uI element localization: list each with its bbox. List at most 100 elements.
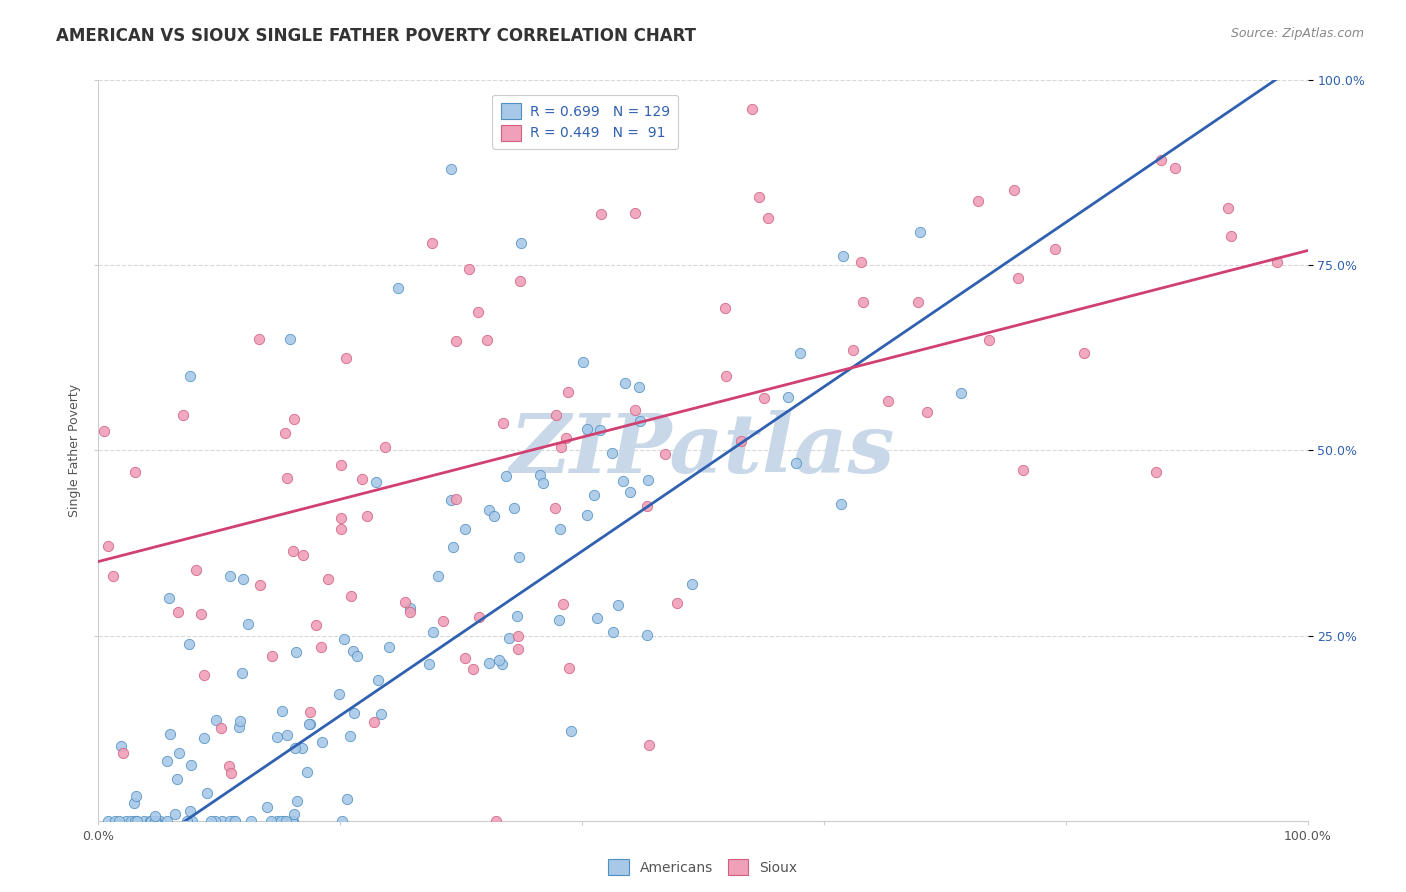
Point: [589, 423, 612, 437]
Legend: Americans, Sioux: Americans, Sioux: [603, 854, 803, 880]
Point: [205, 713, 228, 727]
Point: [311, 735, 333, 749]
Text: AMERICAN VS SIOUX SINGLE FATHER POVERTY CORRELATION CHART: AMERICAN VS SIOUX SINGLE FATHER POVERTY …: [56, 27, 696, 45]
Point: [636, 628, 658, 642]
Point: [285, 794, 308, 808]
Point: [139, 814, 162, 828]
Point: [572, 355, 595, 369]
Point: [560, 723, 582, 738]
Point: [454, 522, 477, 536]
Point: [491, 657, 513, 671]
Point: [463, 661, 485, 675]
Point: [543, 500, 565, 515]
Point: [273, 814, 295, 828]
Point: [619, 484, 641, 499]
Point: [283, 806, 305, 821]
Point: [467, 305, 489, 319]
Point: [270, 704, 292, 718]
Point: [143, 809, 166, 823]
Point: [529, 468, 551, 483]
Point: [531, 476, 554, 491]
Point: [558, 660, 581, 674]
Point: [441, 541, 464, 555]
Point: [284, 740, 307, 755]
Point: [498, 632, 520, 646]
Point: [453, 651, 475, 665]
Point: [172, 408, 194, 422]
Point: [506, 642, 529, 657]
Point: [602, 625, 624, 640]
Point: [482, 509, 505, 524]
Point: [238, 616, 260, 631]
Point: [350, 472, 373, 486]
Point: [149, 814, 172, 828]
Point: [295, 764, 318, 779]
Point: [197, 786, 219, 800]
Point: [200, 814, 222, 828]
Point: [550, 440, 572, 454]
Point: [156, 814, 179, 828]
Point: [399, 605, 422, 619]
Point: [167, 746, 190, 760]
Point: [495, 468, 517, 483]
Point: [125, 814, 148, 828]
Point: [394, 595, 416, 609]
Point: [363, 714, 385, 729]
Point: [232, 572, 254, 586]
Point: [1007, 270, 1029, 285]
Point: [420, 236, 443, 251]
Point: [977, 333, 1000, 347]
Point: [624, 206, 647, 220]
Point: [274, 425, 297, 440]
Point: [485, 814, 508, 828]
Point: [509, 274, 531, 288]
Point: [179, 804, 201, 818]
Point: [422, 625, 444, 640]
Point: [330, 458, 353, 472]
Point: [115, 814, 138, 828]
Point: [176, 814, 198, 828]
Point: [510, 236, 533, 251]
Point: [270, 814, 292, 828]
Point: [555, 431, 578, 445]
Point: [444, 334, 467, 348]
Point: [180, 814, 202, 828]
Point: [120, 814, 142, 828]
Point: [219, 814, 242, 828]
Point: [249, 577, 271, 591]
Point: [1267, 254, 1289, 268]
Point: [284, 645, 307, 659]
Point: [477, 334, 499, 348]
Point: [143, 814, 166, 828]
Point: [387, 280, 409, 294]
Point: [432, 614, 454, 628]
Point: [374, 440, 396, 454]
Point: [1216, 201, 1239, 215]
Point: [364, 475, 387, 490]
Point: [907, 294, 929, 309]
Point: [179, 369, 201, 384]
Point: [256, 799, 278, 814]
Point: [378, 640, 401, 654]
Point: [666, 596, 689, 610]
Point: [229, 714, 252, 728]
Point: [439, 493, 461, 508]
Point: [714, 369, 737, 384]
Point: [343, 706, 366, 720]
Point: [752, 391, 775, 405]
Point: [298, 717, 321, 731]
Point: [367, 673, 389, 687]
Point: [155, 754, 177, 768]
Point: [125, 814, 148, 828]
Point: [627, 380, 650, 394]
Point: [356, 508, 378, 523]
Point: [418, 657, 440, 672]
Point: [124, 814, 146, 828]
Legend: R = 0.699   N = 129, R = 0.449   N =  91: R = 0.699 N = 129, R = 0.449 N = 91: [492, 95, 678, 149]
Point: [458, 262, 481, 277]
Point: [730, 434, 752, 448]
Point: [1220, 229, 1243, 244]
Point: [1002, 183, 1025, 197]
Point: [557, 384, 579, 399]
Point: [224, 814, 246, 828]
